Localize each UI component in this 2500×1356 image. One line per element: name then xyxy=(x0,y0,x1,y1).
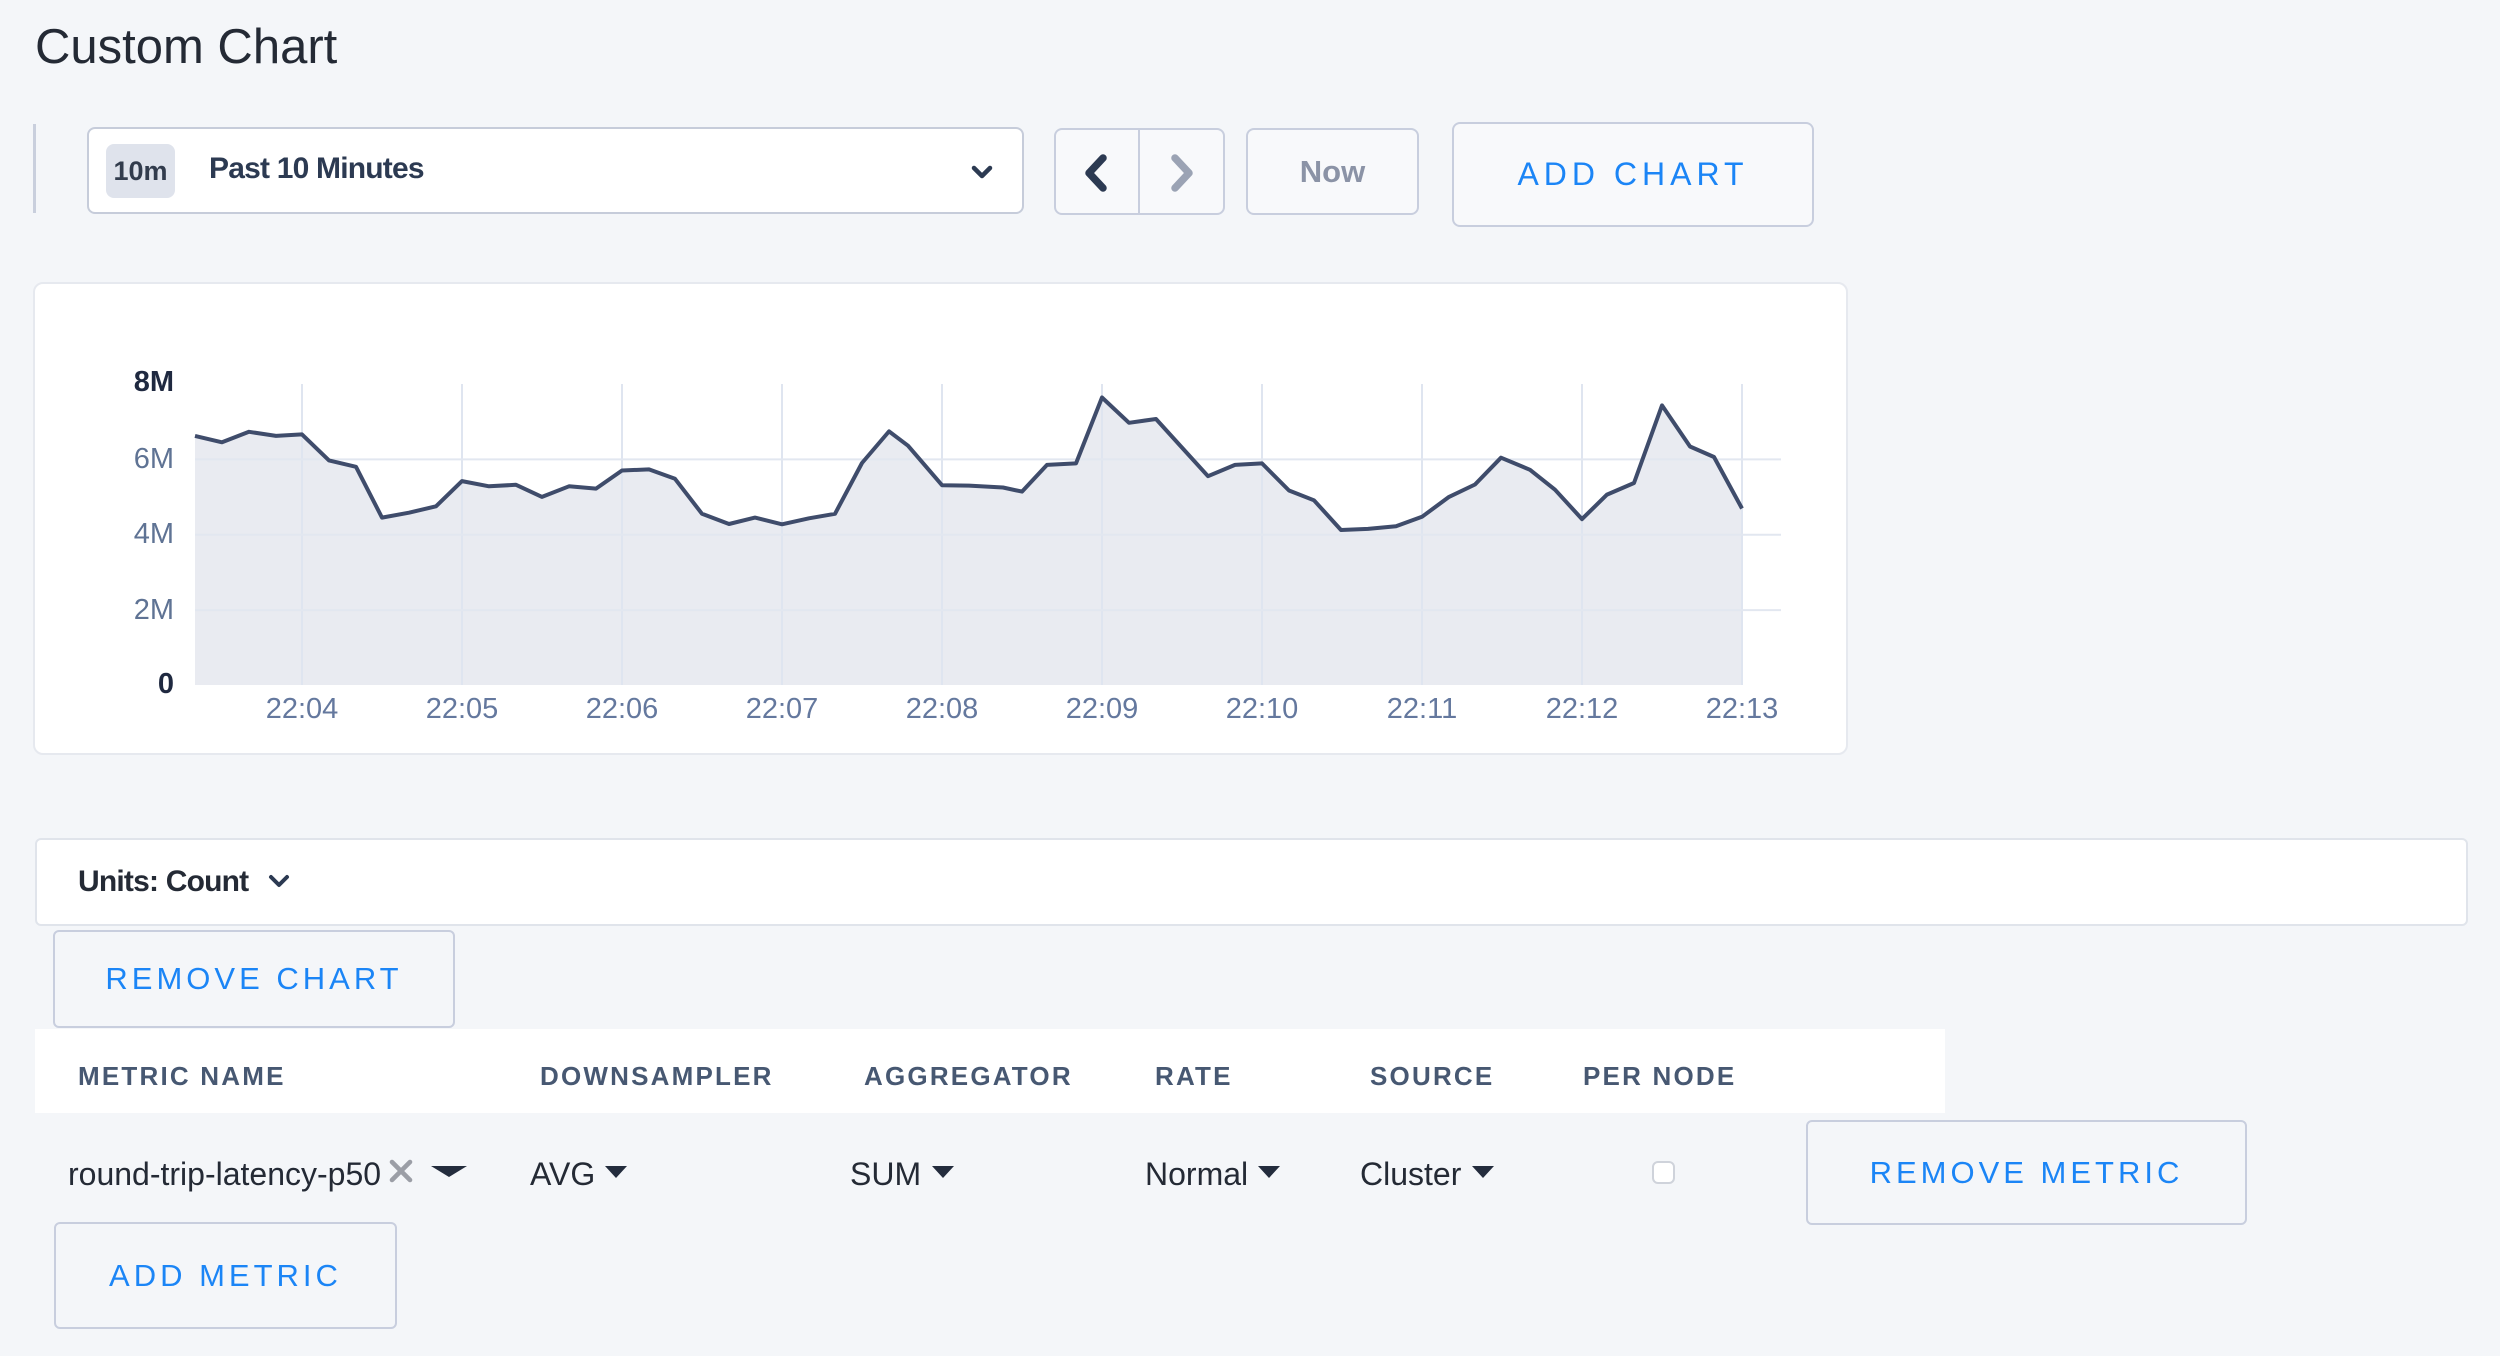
svg-text:22:06: 22:06 xyxy=(586,693,659,725)
svg-text:22:07: 22:07 xyxy=(746,693,819,725)
svg-text:22:13: 22:13 xyxy=(1706,693,1779,725)
svg-text:22:08: 22:08 xyxy=(906,693,979,725)
svg-text:2M: 2M xyxy=(134,594,174,626)
svg-text:6M: 6M xyxy=(134,443,174,475)
svg-text:22:04: 22:04 xyxy=(266,693,339,725)
svg-text:22:11: 22:11 xyxy=(1387,693,1457,725)
svg-text:22:05: 22:05 xyxy=(426,693,499,725)
svg-text:22:10: 22:10 xyxy=(1226,693,1299,725)
svg-text:22:09: 22:09 xyxy=(1066,693,1139,725)
svg-text:22:12: 22:12 xyxy=(1546,693,1619,725)
svg-text:4M: 4M xyxy=(134,518,174,550)
svg-text:0: 0 xyxy=(158,668,174,700)
svg-text:8M: 8M xyxy=(134,366,174,398)
